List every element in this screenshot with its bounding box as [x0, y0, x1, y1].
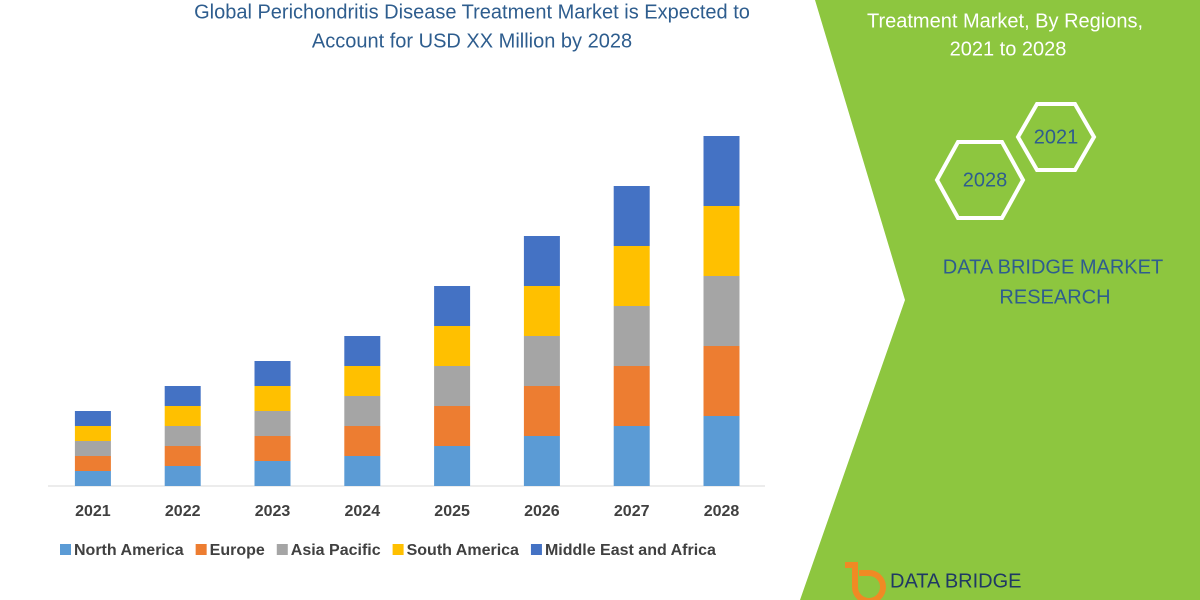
x-tick-label: 2021	[75, 503, 111, 520]
logo-text: DATA BRIDGE	[890, 570, 1022, 592]
bar-segment	[434, 366, 471, 406]
brand-text: RESEARCH	[999, 286, 1110, 308]
bar-segment	[344, 366, 381, 396]
legend-swatch	[60, 544, 71, 555]
legend-label: South America	[407, 542, 519, 559]
bar-segment	[613, 306, 650, 366]
panel-heading: Treatment Market, By Regions,	[867, 10, 1143, 32]
bar-segment	[74, 456, 111, 471]
x-tick-label: 2026	[524, 503, 560, 520]
x-tick-label: 2023	[255, 503, 291, 520]
bar-segment	[613, 246, 650, 306]
hexagon-label: 2021	[1034, 126, 1079, 148]
bar-segment	[434, 286, 471, 326]
bar-segment	[344, 336, 381, 366]
legend-swatch	[195, 544, 207, 555]
panel-heading: 2021 to 2028	[950, 38, 1067, 60]
legend-swatch	[530, 544, 542, 555]
bar-segment	[703, 276, 740, 346]
bar-segment	[523, 336, 560, 386]
bar-segment	[74, 441, 111, 456]
hexagon	[1015, 102, 1097, 172]
brand-text: DATA BRIDGE MARKET	[943, 256, 1163, 278]
legend-label: Middle East and Africa	[545, 542, 716, 559]
bar-segment	[523, 286, 560, 336]
bar-segment	[703, 416, 740, 486]
bar-segment	[164, 426, 201, 446]
bar-segment	[434, 406, 471, 446]
x-tick-label: 2027	[614, 503, 650, 520]
hexagon-label: 2028	[963, 169, 1008, 191]
hexagon	[934, 140, 1026, 220]
bar-segment	[74, 471, 111, 486]
x-tick-label: 2022	[165, 503, 201, 520]
bar-segment	[164, 466, 201, 486]
x-tick-label: 2028	[704, 503, 740, 520]
legend-label: North America	[74, 542, 184, 559]
bar-segment	[254, 411, 291, 436]
bar-segment	[254, 461, 291, 486]
x-tick-label: 2024	[345, 503, 381, 520]
legend-swatch	[392, 544, 404, 555]
bar-segment	[164, 446, 201, 466]
bar-segment	[434, 326, 471, 366]
bar-segment	[523, 436, 560, 486]
bar-segment	[164, 406, 201, 426]
logo-icon	[845, 562, 886, 600]
bar-segment	[344, 426, 381, 456]
bar-segment	[74, 411, 111, 426]
chart-title: Account for USD XX Million by 2028	[312, 30, 632, 52]
bar-segment	[703, 136, 740, 206]
bar-segment	[523, 386, 560, 436]
bar-segment	[613, 366, 650, 426]
bar-segment	[344, 456, 381, 486]
x-tick-label: 2025	[434, 503, 470, 520]
legend-label: Asia Pacific	[291, 542, 381, 559]
bar-segment	[703, 206, 740, 276]
bar-segment	[254, 386, 291, 411]
bar-segment	[344, 396, 381, 426]
legend-swatch	[276, 544, 288, 555]
bar-segment	[254, 361, 291, 386]
bar-segment	[164, 386, 201, 406]
legend-label: Europe	[210, 542, 265, 559]
chart-title: Global Perichondritis Disease Treatment …	[194, 1, 750, 23]
side-panel	[800, 0, 1200, 600]
bar-segment	[254, 436, 291, 461]
bar-segment	[523, 236, 560, 286]
bar-segment	[434, 446, 471, 486]
bar-segment	[703, 346, 740, 416]
bar-segment	[613, 186, 650, 246]
bar-segment	[613, 426, 650, 486]
bar-segment	[74, 426, 111, 441]
